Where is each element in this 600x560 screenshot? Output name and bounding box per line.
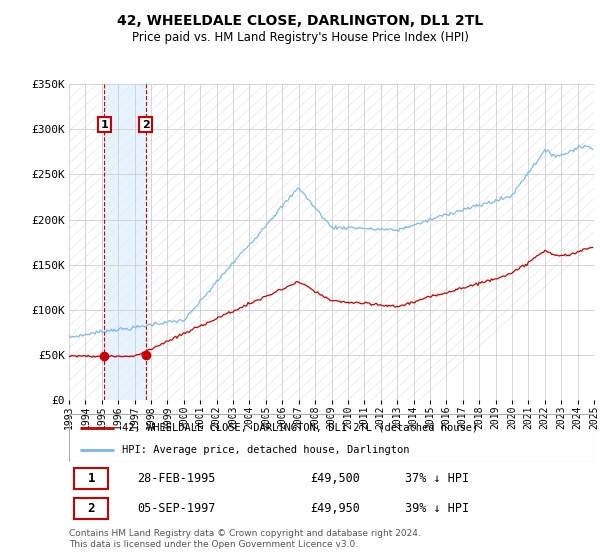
- Text: 28-FEB-1995: 28-FEB-1995: [137, 472, 215, 486]
- Text: £49,500: £49,500: [311, 472, 361, 486]
- Text: 1: 1: [88, 472, 95, 486]
- Text: 39% ↓ HPI: 39% ↓ HPI: [405, 502, 469, 515]
- Text: 1: 1: [101, 120, 109, 130]
- Text: HPI: Average price, detached house, Darlington: HPI: Average price, detached house, Darl…: [121, 445, 409, 455]
- Bar: [74, 468, 109, 489]
- Text: £49,950: £49,950: [311, 502, 361, 515]
- Bar: [104, 84, 146, 400]
- Text: 05-SEP-1997: 05-SEP-1997: [137, 502, 215, 515]
- Text: 37% ↓ HPI: 37% ↓ HPI: [405, 472, 469, 486]
- Bar: [74, 498, 109, 519]
- Text: Price paid vs. HM Land Registry's House Price Index (HPI): Price paid vs. HM Land Registry's House …: [131, 31, 469, 44]
- Text: 2: 2: [142, 120, 149, 130]
- Text: 42, WHEELDALE CLOSE, DARLINGTON, DL1 2TL (detached house): 42, WHEELDALE CLOSE, DARLINGTON, DL1 2TL…: [121, 423, 478, 433]
- Text: Contains HM Land Registry data © Crown copyright and database right 2024.
This d: Contains HM Land Registry data © Crown c…: [69, 529, 421, 549]
- Text: 42, WHEELDALE CLOSE, DARLINGTON, DL1 2TL: 42, WHEELDALE CLOSE, DARLINGTON, DL1 2TL: [117, 14, 483, 28]
- Text: 2: 2: [88, 502, 95, 515]
